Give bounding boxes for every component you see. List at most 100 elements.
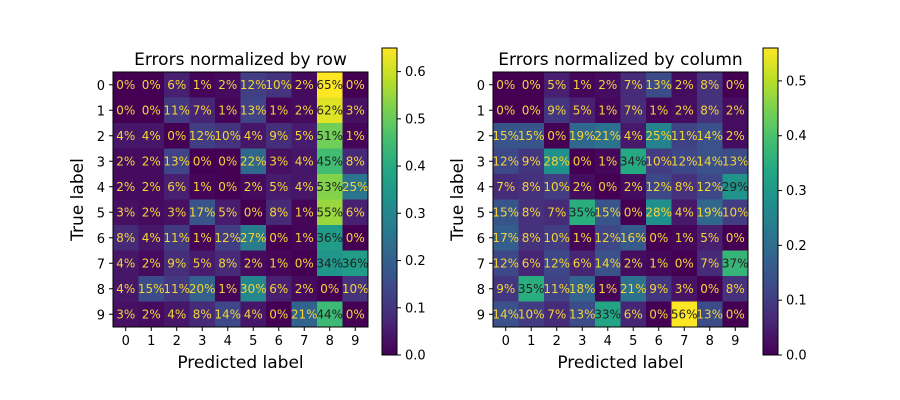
heatmap-cell bbox=[189, 225, 216, 251]
cell-value-label: 3% bbox=[116, 205, 135, 219]
heatmap-cell bbox=[266, 250, 292, 277]
colorbar-tick-label: 0.1 bbox=[786, 294, 807, 309]
heatmap-cell bbox=[518, 174, 545, 200]
heatmap-cell bbox=[493, 301, 519, 328]
cell-value-label: 0% bbox=[346, 231, 365, 245]
cell-value-label: 0% bbox=[346, 78, 365, 92]
y-axis-label: True label bbox=[68, 158, 88, 242]
heatmap-cell bbox=[317, 148, 343, 175]
cell-value-label: 53% bbox=[316, 180, 343, 194]
heatmap-cell bbox=[620, 199, 647, 226]
heatmap-cell bbox=[646, 123, 672, 149]
cell-value-label: 1% bbox=[218, 282, 237, 296]
cell-value-label: 2% bbox=[295, 282, 314, 296]
cell-value-label: 3% bbox=[675, 282, 694, 296]
cell-value-label: 3% bbox=[167, 205, 186, 219]
cell-value-label: 2% bbox=[675, 103, 694, 117]
y-tick-label: 7 bbox=[97, 257, 105, 272]
cell-value-label: 1% bbox=[598, 282, 617, 296]
cell-value-label: 25% bbox=[342, 180, 369, 194]
x-axis-label: Predicted label bbox=[177, 353, 303, 373]
heatmap-cell bbox=[722, 148, 749, 175]
heatmap-cell bbox=[620, 97, 647, 124]
cell-value-label: 3% bbox=[346, 103, 365, 117]
heatmap-cell bbox=[291, 148, 318, 175]
cell-value-label: 5% bbox=[700, 231, 719, 245]
heatmap-cell bbox=[697, 72, 723, 98]
heatmap-cell bbox=[138, 123, 165, 149]
heatmap-cell bbox=[646, 174, 672, 200]
cell-value-label: 12% bbox=[645, 180, 672, 194]
cell-value-label: 0% bbox=[649, 307, 668, 321]
heatmap-cell bbox=[646, 97, 672, 124]
cell-value-label: 2% bbox=[295, 103, 314, 117]
cell-value-label: 18% bbox=[569, 282, 596, 296]
heatmap-cell bbox=[646, 250, 672, 277]
colorbar-tick-label: 0.6 bbox=[405, 65, 426, 80]
cell-value-label: 4% bbox=[244, 129, 263, 143]
heatmap-cell bbox=[518, 250, 545, 277]
heatmap-cell bbox=[291, 174, 318, 200]
heatmap-cell bbox=[722, 174, 749, 200]
colorbar-tick-label: 0.2 bbox=[786, 239, 807, 254]
heatmap-cell bbox=[215, 72, 241, 98]
cell-value-label: 12% bbox=[240, 78, 267, 92]
cell-value-label: 21% bbox=[291, 307, 318, 321]
colorbar bbox=[762, 47, 779, 356]
cell-value-label: 0% bbox=[142, 78, 161, 92]
heatmap-cell bbox=[518, 123, 545, 149]
cell-value-label: 9% bbox=[269, 129, 288, 143]
heatmap-cell bbox=[113, 174, 139, 200]
heatmap-cell bbox=[646, 225, 672, 251]
cell-value-label: 15% bbox=[492, 205, 519, 219]
cell-value-label: 12% bbox=[189, 129, 216, 143]
heatmap-cell bbox=[215, 276, 241, 302]
cell-value-label: 0% bbox=[496, 103, 515, 117]
cell-value-label: 9% bbox=[649, 282, 668, 296]
heatmap-cell bbox=[595, 199, 621, 226]
heatmap-cell bbox=[595, 225, 621, 251]
heatmap-cell bbox=[342, 199, 369, 226]
cell-value-label: 12% bbox=[492, 256, 519, 270]
x-tick-label: 0 bbox=[502, 334, 510, 349]
heatmap-cell bbox=[317, 123, 343, 149]
cell-value-label: 13% bbox=[696, 307, 723, 321]
cell-value-label: 14% bbox=[492, 307, 519, 321]
colorbar bbox=[381, 47, 398, 356]
heatmap-cell bbox=[518, 97, 545, 124]
x-tick-label: 4 bbox=[604, 334, 612, 349]
cell-value-label: 4% bbox=[142, 129, 161, 143]
heatmap-cell bbox=[569, 174, 596, 200]
cell-value-label: 1% bbox=[193, 180, 212, 194]
heatmap-cell bbox=[342, 225, 369, 251]
heatmap-cell bbox=[266, 276, 292, 302]
cell-value-label: 2% bbox=[675, 78, 694, 92]
cell-value-label: 8% bbox=[522, 205, 541, 219]
heatmap-cell bbox=[544, 301, 570, 328]
heatmap-cell bbox=[317, 225, 343, 251]
heatmap-cell bbox=[240, 97, 267, 124]
heatmap-cell bbox=[138, 174, 165, 200]
heatmap-cell bbox=[722, 72, 749, 98]
heatmap-cell bbox=[544, 123, 570, 149]
heatmap-cell bbox=[595, 148, 621, 175]
heatmap-cell bbox=[544, 148, 570, 175]
cell-value-label: 17% bbox=[492, 231, 519, 245]
heatmap-cell bbox=[595, 301, 621, 328]
colorbar-tick-label: 0.2 bbox=[405, 254, 426, 269]
heatmap-cell bbox=[240, 225, 267, 251]
cell-value-label: 0% bbox=[726, 307, 745, 321]
cell-value-label: 34% bbox=[316, 256, 343, 270]
cell-value-label: 28% bbox=[645, 205, 672, 219]
cell-value-label: 13% bbox=[645, 78, 672, 92]
heatmap-cell bbox=[113, 301, 139, 328]
cell-value-label: 16% bbox=[620, 231, 647, 245]
cell-value-label: 1% bbox=[269, 103, 288, 117]
cell-value-label: 1% bbox=[269, 256, 288, 270]
cell-value-label: 0% bbox=[295, 256, 314, 270]
cell-value-label: 0% bbox=[218, 180, 237, 194]
colorbar-tick-label: 0.1 bbox=[405, 301, 426, 316]
cell-value-label: 37% bbox=[722, 256, 749, 270]
heatmap-cell bbox=[240, 276, 267, 302]
cell-value-label: 0% bbox=[522, 103, 541, 117]
